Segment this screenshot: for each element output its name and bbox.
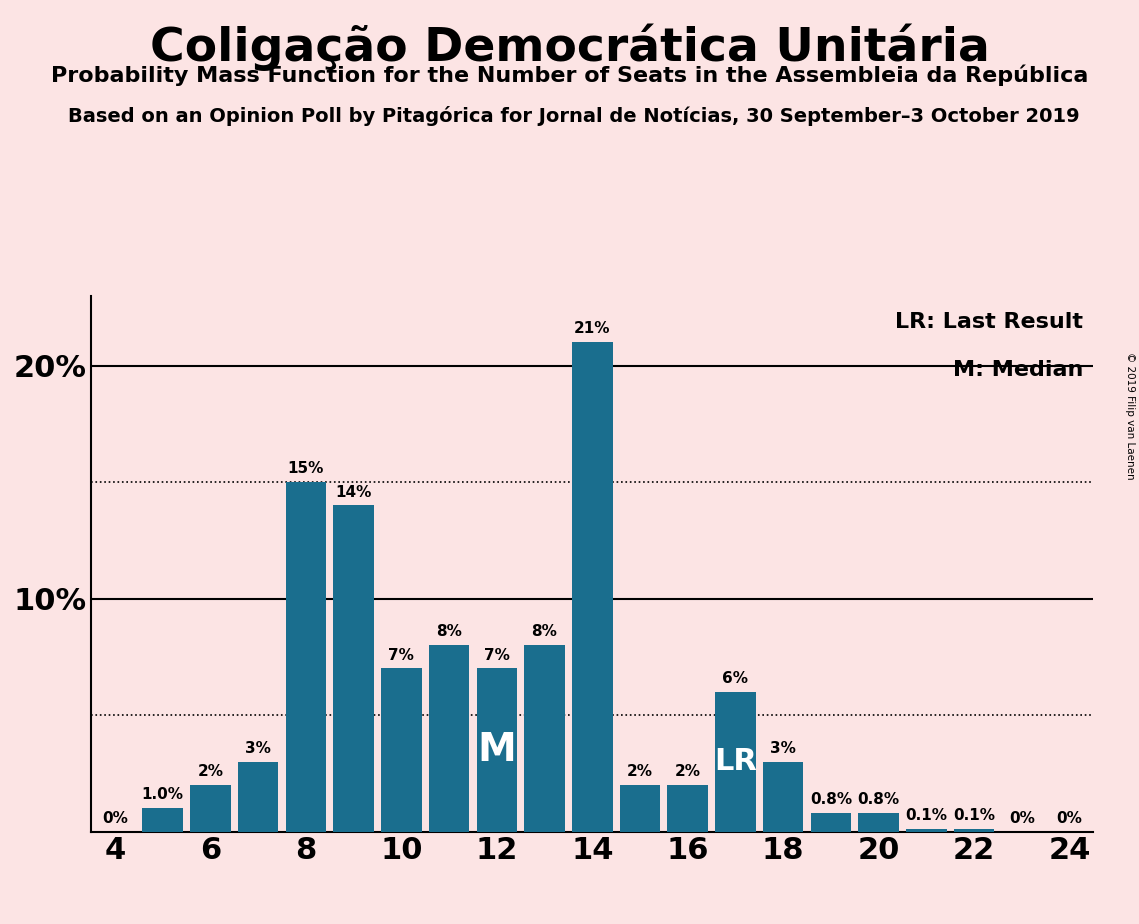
Bar bbox=[524, 645, 565, 832]
Text: 6%: 6% bbox=[722, 671, 748, 686]
Bar bbox=[763, 761, 803, 832]
Text: 0%: 0% bbox=[1009, 810, 1035, 826]
Text: Probability Mass Function for the Number of Seats in the Assembleia da República: Probability Mass Function for the Number… bbox=[51, 65, 1088, 86]
Text: 21%: 21% bbox=[574, 322, 611, 336]
Bar bbox=[382, 668, 421, 832]
Text: 8%: 8% bbox=[436, 625, 462, 639]
Text: 0.1%: 0.1% bbox=[953, 808, 995, 823]
Bar bbox=[811, 813, 851, 832]
Bar bbox=[334, 505, 374, 832]
Bar bbox=[953, 829, 994, 832]
Text: LR: LR bbox=[714, 748, 757, 776]
Bar bbox=[142, 808, 183, 832]
Bar bbox=[715, 692, 756, 832]
Text: © 2019 Filip van Laenen: © 2019 Filip van Laenen bbox=[1125, 352, 1134, 480]
Text: 3%: 3% bbox=[245, 741, 271, 756]
Text: 14%: 14% bbox=[336, 484, 371, 500]
Text: 2%: 2% bbox=[626, 764, 653, 779]
Bar bbox=[572, 342, 613, 832]
Text: Coligação Democrática Unitária: Coligação Democrática Unitária bbox=[149, 23, 990, 70]
Text: 3%: 3% bbox=[770, 741, 796, 756]
Text: 7%: 7% bbox=[388, 648, 415, 663]
Text: M: Median: M: Median bbox=[953, 360, 1083, 380]
Bar bbox=[907, 829, 947, 832]
Text: 0.1%: 0.1% bbox=[906, 808, 948, 823]
Text: 1.0%: 1.0% bbox=[141, 787, 183, 802]
Bar bbox=[428, 645, 469, 832]
Bar bbox=[238, 761, 278, 832]
Bar bbox=[859, 813, 899, 832]
Bar bbox=[190, 785, 231, 832]
Text: 2%: 2% bbox=[674, 764, 700, 779]
Bar bbox=[476, 668, 517, 832]
Text: 15%: 15% bbox=[288, 461, 325, 476]
Text: LR: Last Result: LR: Last Result bbox=[895, 311, 1083, 332]
Text: 0.8%: 0.8% bbox=[810, 792, 852, 808]
Text: 0%: 0% bbox=[1057, 810, 1082, 826]
Text: 0%: 0% bbox=[103, 810, 128, 826]
Bar bbox=[620, 785, 661, 832]
Text: Based on an Opinion Poll by Pitagórica for Jornal de Notícias, 30 September–3 Oc: Based on an Opinion Poll by Pitagórica f… bbox=[68, 106, 1080, 127]
Text: 8%: 8% bbox=[532, 625, 557, 639]
Text: 0.8%: 0.8% bbox=[858, 792, 900, 808]
Bar bbox=[286, 482, 326, 832]
Text: 2%: 2% bbox=[197, 764, 223, 779]
Text: M: M bbox=[477, 731, 516, 769]
Bar bbox=[667, 785, 708, 832]
Text: 7%: 7% bbox=[484, 648, 510, 663]
